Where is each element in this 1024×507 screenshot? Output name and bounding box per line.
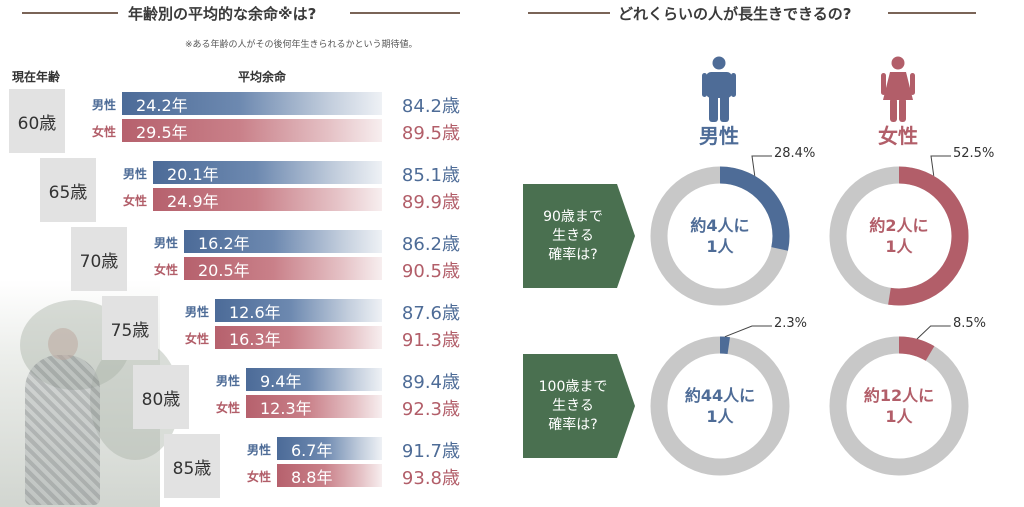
female-heading: 女性 [878, 124, 918, 148]
female-life-expectancy: 90.5歳 [401, 261, 460, 282]
female-label: 女性 [246, 470, 271, 484]
right-section-title: どれくらいの人が長生きできるの? [618, 5, 852, 23]
female-label: 女性 [184, 332, 209, 346]
male-life-expectancy: 86.2歳 [401, 234, 460, 255]
column-header-remaining: 平均余命 [238, 70, 287, 84]
right-title-line-right [888, 12, 976, 14]
male-person-icon [702, 56, 736, 122]
left-title-line-left [22, 12, 118, 14]
male-life-expectancy: 87.6歳 [401, 303, 460, 324]
male-remaining-bar: 16.2年 [184, 230, 382, 253]
female-remaining-bar: 20.5年 [184, 257, 382, 280]
female-person-icon [881, 56, 915, 122]
percent-label: 2.3% [774, 316, 808, 331]
male-life-expectancy: 85.1歳 [401, 165, 460, 186]
donut-segment [719, 336, 731, 355]
male-life-expectancy: 91.7歳 [401, 441, 460, 462]
percent-label: 52.5% [953, 146, 995, 161]
female-life-expectancy: 89.9歳 [401, 192, 460, 213]
male-donut-chart [650, 336, 790, 476]
female-label: 女性 [215, 401, 240, 415]
male-heading: 男性 [699, 124, 739, 148]
question-box: 100歳まで 生きる 確率は? [523, 354, 635, 458]
donut-center-label: 約2人に 1人 [869, 216, 929, 256]
male-life-expectancy: 84.2歳 [401, 96, 460, 117]
percent-leader-line [930, 155, 951, 176]
female-label: 女性 [122, 194, 147, 208]
female-life-expectancy: 92.3歳 [401, 399, 460, 420]
male-label: 男性 [91, 98, 116, 112]
female-remaining-bar: 8.8年 [277, 464, 382, 487]
left-section-title: 年齢別の平均的な余命※は? [128, 5, 317, 23]
male-remaining-bar: 12.6年 [215, 299, 382, 322]
footnote: ※ある年齢の人がその後何年生きられるかという期待値。 [185, 40, 418, 50]
male-remaining-bar: 9.4年 [246, 368, 382, 391]
female-label: 女性 [91, 125, 116, 139]
percent-leader-line [916, 325, 951, 340]
female-donut-chart [829, 336, 969, 476]
question-text: 90歳まで 生きる 確率は? [543, 208, 603, 263]
female-remaining-bar: 16.3年 [215, 326, 382, 349]
age-box: 75歳 [102, 296, 158, 360]
percent-label: 8.5% [953, 316, 987, 331]
female-life-expectancy: 89.5歳 [401, 123, 460, 144]
male-label: 男性 [246, 443, 271, 457]
age-box: 80歳 [133, 365, 189, 429]
male-label: 男性 [184, 305, 209, 319]
donut-center-label: 約12人に 1人 [863, 386, 935, 426]
percent-label: 28.4% [774, 146, 816, 161]
donut-segment [898, 336, 935, 361]
male-life-expectancy: 89.4歳 [401, 372, 460, 393]
female-label: 女性 [153, 263, 178, 277]
donut-segment [719, 166, 790, 251]
donut-center-label: 約44人に 1人 [684, 386, 756, 426]
female-donut-chart [829, 166, 969, 306]
female-life-expectancy: 91.3歳 [401, 330, 460, 351]
female-remaining-bar: 24.9年 [153, 188, 382, 211]
male-remaining-bar: 6.7年 [277, 437, 382, 460]
age-box: 60歳 [9, 89, 65, 153]
right-title-line-left [528, 12, 610, 14]
female-remaining-bar: 12.3年 [246, 395, 382, 418]
male-label: 男性 [153, 236, 178, 250]
left-title-line-right [350, 12, 460, 14]
female-remaining-bar: 29.5年 [122, 119, 382, 142]
question-text: 100歳まで 生きる 確率は? [538, 378, 608, 433]
column-header-age: 現在年齢 [12, 70, 61, 84]
donut-center-label: 約4人に 1人 [690, 216, 750, 256]
male-donut-chart [650, 166, 790, 306]
female-life-expectancy: 93.8歳 [401, 468, 460, 489]
percent-leader-line [724, 325, 772, 338]
male-label: 男性 [122, 167, 147, 181]
age-box: 85歳 [164, 434, 220, 498]
male-remaining-bar: 20.1年 [153, 161, 382, 184]
donut-segment [888, 166, 969, 306]
age-box: 70歳 [71, 227, 127, 291]
male-label: 男性 [215, 374, 240, 388]
age-box: 65歳 [40, 158, 96, 222]
male-remaining-bar: 24.2年 [122, 92, 382, 115]
question-box: 90歳まで 生きる 確率は? [523, 184, 635, 288]
percent-leader-line [751, 155, 772, 176]
